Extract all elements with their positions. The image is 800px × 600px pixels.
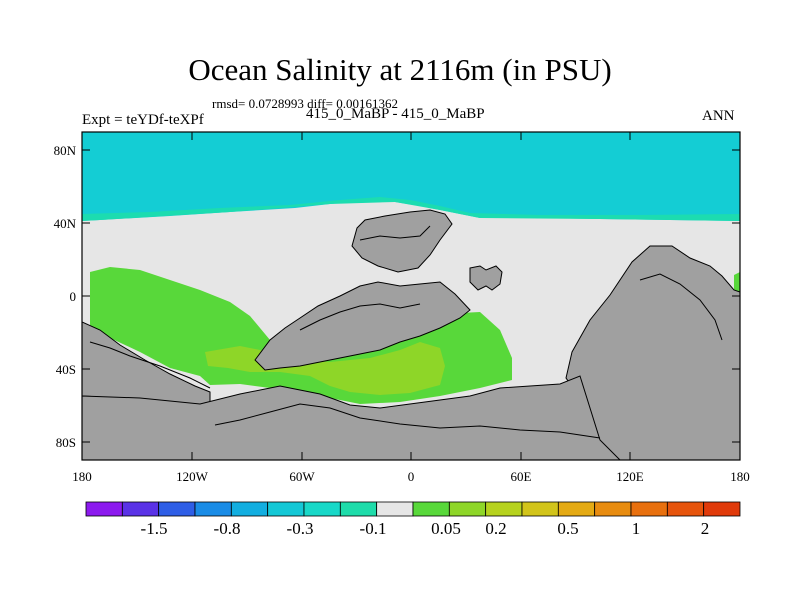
colorbar-swatch	[158, 501, 196, 517]
colorbar-label: -1.5	[141, 519, 168, 538]
colorbar-label: 0.05	[431, 519, 461, 538]
northern-landmass	[351, 209, 453, 273]
colorbar-swatch	[521, 501, 559, 517]
colorbar-swatch	[121, 501, 160, 517]
lat-label-80n: 80N	[54, 143, 77, 158]
lon-label-120e: 120E	[616, 469, 644, 484]
colorbar-swatch	[339, 501, 378, 517]
coastline-details	[89, 225, 723, 439]
colorbar-swatch	[230, 501, 269, 517]
colorbar-swatch	[194, 501, 232, 517]
lat-label-40s: 40S	[56, 362, 76, 377]
colorbar-swatch	[267, 501, 305, 517]
colorbar-swatch	[630, 501, 668, 517]
lon-label-0: 0	[408, 469, 415, 484]
land-masses	[82, 209, 740, 460]
colorbar-label: 2	[701, 519, 710, 538]
colorbar-label: 0.2	[485, 519, 506, 538]
colorbar-swatch	[594, 501, 632, 517]
colorbar-swatch	[448, 501, 487, 517]
colorbar-label: -0.3	[287, 519, 314, 538]
map-field	[82, 132, 740, 460]
lat-axis: 80N 40N 0 40S 80S	[54, 143, 740, 450]
season-label: ANN	[702, 108, 735, 124]
colorbar-swatch	[485, 501, 523, 517]
colorbar-swatch	[703, 501, 741, 517]
colorbar-swatch	[376, 501, 414, 517]
colorbar-swatch	[557, 501, 596, 517]
north-salinity-fringe	[82, 197, 740, 221]
north-salinity-band	[82, 132, 740, 221]
stats-label: rmsd= 0.0728993 diff= 0.00161362	[212, 96, 398, 111]
colorbar: -1.5 -0.8 -0.3 -0.1 0.05 0.2 0.5 1 2	[85, 501, 741, 538]
lon-label-180-east: 180	[730, 469, 750, 484]
colorbar-swatch	[412, 501, 450, 517]
colorbar-swatch	[303, 501, 341, 517]
experiment-label: Expt = teYDf-teXPf	[82, 112, 204, 128]
colorbar-swatch	[85, 501, 123, 517]
colorbar-swatches	[85, 501, 741, 517]
southern-continent	[82, 375, 621, 460]
colorbar-label: 0.5	[557, 519, 578, 538]
lon-label-60e: 60E	[511, 469, 532, 484]
colorbar-label: -0.8	[214, 519, 241, 538]
lon-label-180-west: 180	[72, 469, 92, 484]
small-green-patch	[734, 272, 740, 292]
colorbar-label: 1	[632, 519, 641, 538]
central-continent	[254, 281, 471, 371]
lon-label-120w: 120W	[176, 469, 209, 484]
chart-title: Ocean Salinity at 2116m (in PSU)	[188, 52, 612, 87]
colorbar-label: -0.1	[360, 519, 387, 538]
small-island	[469, 265, 503, 291]
lon-axis: 180 120W 60W 0 60E 120E 180	[72, 132, 750, 484]
lat-label-40n: 40N	[54, 216, 77, 231]
lat-label-0: 0	[70, 289, 77, 304]
lon-label-60w: 60W	[289, 469, 315, 484]
colorbar-swatch	[666, 501, 705, 517]
lat-label-80s: 80S	[56, 435, 76, 450]
runs-label: 415_0_MaBP - 415_0_MaBP	[306, 106, 485, 122]
